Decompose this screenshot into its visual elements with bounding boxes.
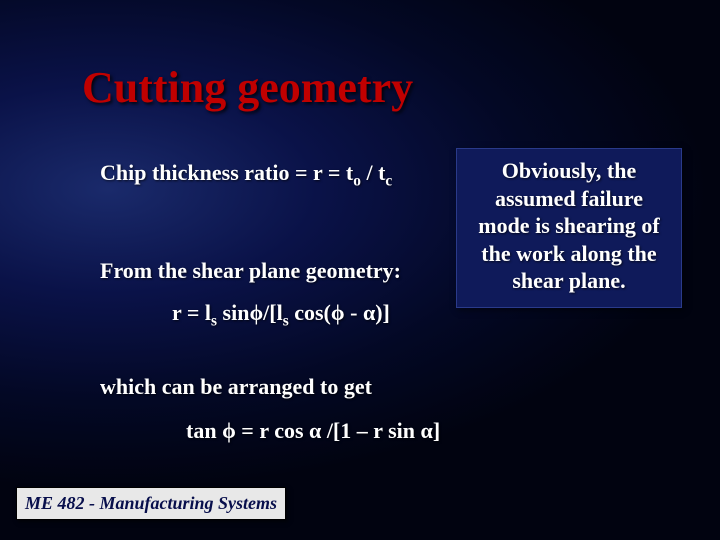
text: - xyxy=(345,300,363,325)
text: )] xyxy=(375,300,390,325)
alpha-symbol: α xyxy=(421,418,433,443)
subscript-o: o xyxy=(353,172,361,189)
formula-r-ls: r = ls sinϕ/[ls cos(ϕ - α)] xyxy=(172,300,390,330)
text: tan xyxy=(186,418,222,443)
text: sin xyxy=(217,300,249,325)
chip-thickness-line: Chip thickness ratio = r = to / tc xyxy=(100,160,392,190)
text: / t xyxy=(361,160,385,185)
text: /[1 – r sin xyxy=(321,418,420,443)
alpha-symbol: α xyxy=(363,300,375,325)
text: ] xyxy=(433,418,440,443)
text: /[l xyxy=(263,300,283,325)
text: r = l xyxy=(172,300,211,325)
alpha-symbol: α xyxy=(309,418,321,443)
formula-tan-phi: tan ϕ = r cos α /[1 – r sin α] xyxy=(186,418,440,444)
shear-plane-line: From the shear plane geometry: xyxy=(100,258,401,284)
text: Chip thickness ratio = r = t xyxy=(100,160,353,185)
arranged-line: which can be arranged to get xyxy=(100,374,372,400)
phi-symbol: ϕ xyxy=(249,300,263,325)
text: cos( xyxy=(289,300,331,325)
phi-symbol: ϕ xyxy=(222,418,236,443)
slide-title: Cutting geometry xyxy=(82,62,413,113)
text: = r cos xyxy=(236,418,309,443)
phi-symbol: ϕ xyxy=(331,300,345,325)
callout-box: Obviously, the assumed failure mode is s… xyxy=(456,148,682,308)
footer-label: ME 482 - Manufacturing Systems xyxy=(16,487,286,520)
subscript-c: c xyxy=(385,172,392,189)
